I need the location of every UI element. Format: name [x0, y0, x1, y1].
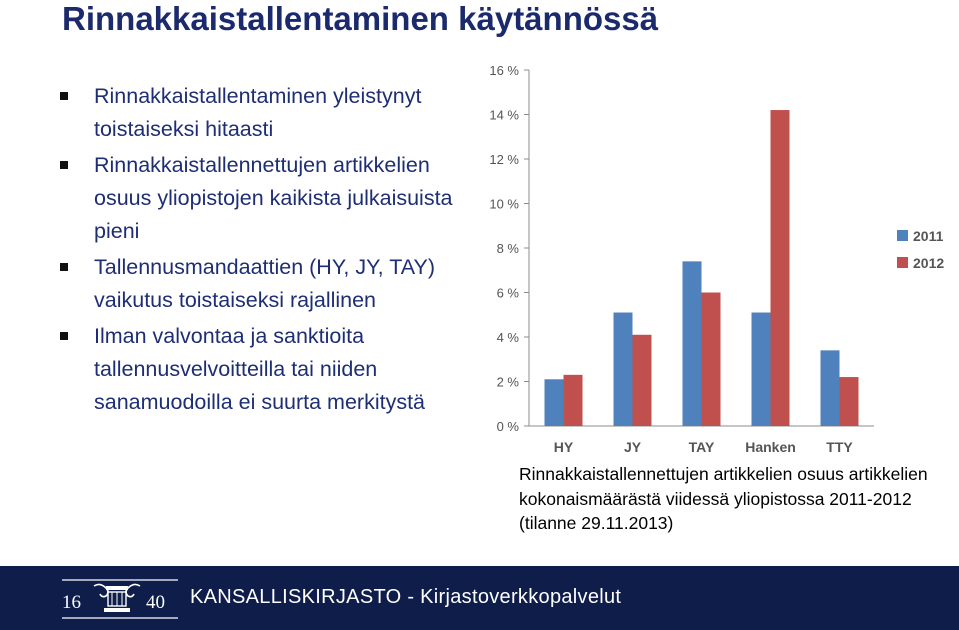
bar-2012-TTY — [839, 377, 859, 426]
square-bullet-icon — [60, 161, 68, 169]
x-tick-label: HY — [554, 439, 574, 455]
y-tick-label: 8 % — [497, 241, 520, 256]
footer-bar: 16 40 KANSALLISKIRJASTO - Kirjastoverkko… — [0, 566, 959, 630]
bullet-item: Rinnakkaistallennettujen artikkelien osu… — [60, 149, 460, 248]
bar-2011-HY — [544, 379, 564, 426]
bar-2012-TAY — [701, 292, 721, 426]
bullet-text: Ilman valvontaa ja sanktioita tallennusv… — [94, 324, 426, 414]
square-bullet-icon — [60, 92, 68, 100]
x-tick-label: TTY — [826, 439, 853, 455]
bullet-text: Tallennusmandaattien (HY, JY, TAY) vaiku… — [94, 255, 436, 312]
bullet-text: Rinnakkaistallentaminen yleistynyt toist… — [94, 84, 422, 141]
legend-swatch-2011 — [897, 230, 908, 241]
bar-2011-TTY — [820, 350, 840, 426]
bar-2011-TAY — [682, 261, 702, 426]
kansalliskirjasto-logo: 16 40 — [62, 579, 178, 619]
y-tick-label: 2 % — [497, 375, 520, 390]
bar-2011-Hanken — [751, 312, 771, 426]
x-tick-label: TAY — [689, 439, 715, 455]
bar-chart-svg: 0 % 2 % 4 % 6 % 8 % 10 % 12 % 14 % 16 % HY JY TAY Ha… — [489, 63, 944, 455]
square-bullet-icon — [60, 332, 68, 340]
bullet-item: Ilman valvontaa ja sanktioita tallennusv… — [60, 320, 460, 419]
chart-caption: Rinnakkaistallennettujen artikkelien osu… — [519, 464, 928, 533]
y-tick-label: 16 % — [489, 63, 519, 78]
bullet-list: Rinnakkaistallentaminen yleistynyt toist… — [60, 80, 460, 422]
bar-2012-HY — [563, 374, 583, 426]
legend-label: 2011 — [913, 228, 944, 244]
x-tick-label: JY — [624, 439, 642, 455]
bar-chart: 0 % 2 % 4 % 6 % 8 % 10 % 12 % 14 % 16 % HY JY TAY Ha… — [470, 58, 959, 468]
column-capital-icon — [93, 583, 141, 612]
legend-swatch-2012 — [897, 257, 908, 268]
square-bullet-icon — [60, 263, 68, 271]
logo-year-left: 16 — [62, 592, 81, 613]
bar-2012-Hanken — [770, 110, 790, 427]
bullet-item: Tallennusmandaattien (HY, JY, TAY) vaiku… — [60, 251, 460, 317]
x-tick-label: Hanken — [745, 439, 796, 455]
footer-organization-text: KANSALLISKIRJASTO - Kirjastoverkkopalvel… — [190, 586, 622, 608]
bullet-text: Rinnakkaistallennettujen artikkelien osu… — [94, 153, 453, 243]
bullet-item: Rinnakkaistallentaminen yleistynyt toist… — [60, 80, 460, 146]
y-tick-label: 14 % — [489, 108, 519, 123]
y-tick-label: 0 % — [497, 419, 520, 434]
bar-2012-JY — [632, 334, 652, 426]
y-tick-label: 10 % — [489, 197, 519, 212]
bar-2011-JY — [613, 312, 633, 426]
y-tick-label: 6 % — [497, 286, 520, 301]
legend-label: 2012 — [913, 255, 944, 271]
y-tick-label: 12 % — [489, 152, 519, 167]
logo-year-right: 40 — [146, 592, 165, 613]
slide-title: Rinnakkaistallentaminen käytännössä — [62, 0, 659, 37]
y-tick-label: 4 % — [497, 330, 520, 345]
